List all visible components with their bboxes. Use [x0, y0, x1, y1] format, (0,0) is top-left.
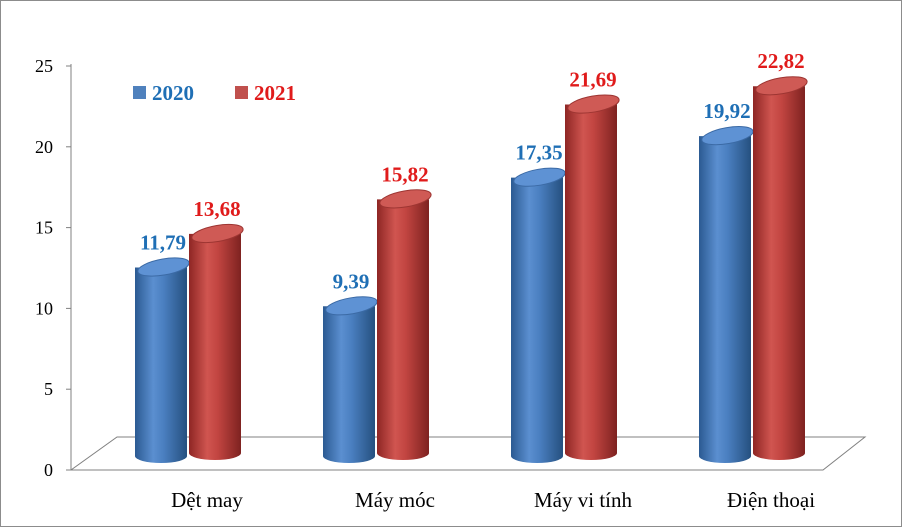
- bar-cap-2021-1: [379, 189, 432, 209]
- value-label-2021-1: 15,82: [381, 162, 428, 186]
- category-label: Máy vi tính: [534, 488, 632, 512]
- category-label: Dệt may: [171, 488, 243, 512]
- y-tick-label: 20: [35, 137, 53, 157]
- bar-cap-2021-2: [567, 94, 620, 114]
- legend-swatch-2020: [133, 86, 146, 99]
- chart-floor: [69, 436, 867, 471]
- bar-cap-2021-0: [191, 223, 244, 244]
- legend: 2020 2021: [133, 81, 296, 105]
- bars: [135, 76, 808, 463]
- y-axis-ticks: 0 5 10 15 20 25: [35, 56, 71, 480]
- bar-2021-2: [565, 104, 617, 461]
- bar-2021-3: [753, 86, 805, 461]
- bar-2021-1: [377, 199, 429, 460]
- bar-2020-1: [323, 306, 375, 463]
- y-tick-label: 5: [44, 379, 53, 399]
- y-tick-label: 10: [35, 298, 53, 318]
- bar-2020-2: [511, 177, 563, 463]
- legend-swatch-2021: [235, 86, 248, 99]
- value-label-2020-3: 19,92: [703, 99, 750, 123]
- legend-label-2021: 2021: [254, 81, 296, 105]
- value-label-2021-0: 13,68: [193, 197, 240, 221]
- y-tick-label: 0: [44, 460, 53, 480]
- legend-label-2020: 2020: [152, 81, 194, 105]
- value-label-2021-3: 22,82: [757, 49, 804, 73]
- value-label-2021-2: 21,69: [569, 67, 616, 91]
- bar-2020-3: [699, 136, 751, 463]
- bar-cap-2021-3: [755, 76, 808, 96]
- value-label-2020-0: 11,79: [140, 230, 186, 254]
- bar-2021-0: [189, 233, 241, 460]
- y-tick-label: 25: [35, 56, 53, 76]
- category-label: Điện thoại: [727, 488, 815, 512]
- bar-2020-0: [135, 267, 187, 463]
- y-tick-label: 15: [35, 218, 53, 238]
- value-label-2020-1: 9,39: [333, 269, 370, 293]
- value-labels: 11,79 13,68 9,39 15,82 17,35 21,69 19,92 22,82: [140, 49, 805, 293]
- category-labels: Dệt may Máy móc Máy vi tính Điện thoại: [171, 488, 815, 512]
- category-label: Máy móc: [355, 488, 435, 512]
- value-label-2020-2: 17,35: [515, 141, 562, 165]
